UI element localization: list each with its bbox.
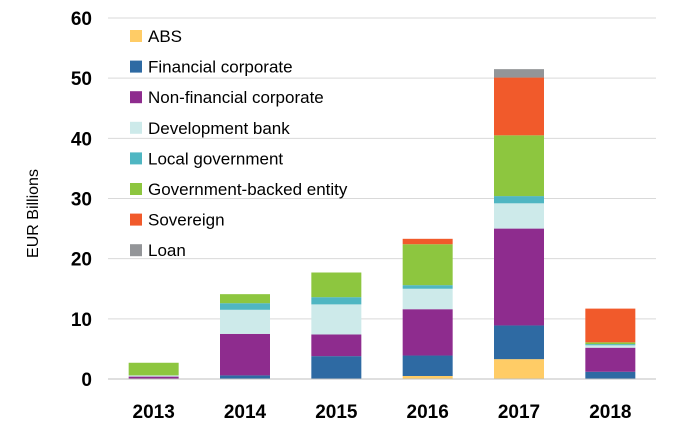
legend-label: ABS [148, 27, 182, 46]
x-tick-label: 2018 [589, 402, 631, 423]
bar-segment [220, 333, 270, 376]
bar-segment [311, 304, 362, 335]
bar-segment [311, 272, 362, 298]
legend-label: Government-backed entity [148, 180, 348, 199]
bar-segment [402, 238, 453, 245]
bar-segment [128, 376, 179, 379]
x-axis-ticks: 2013 2014 2015 2016 2017 2018 [133, 402, 632, 423]
legend-swatch [130, 213, 142, 226]
y-tick-label: 50 [71, 69, 92, 90]
bar-segment [402, 355, 453, 376]
y-tick-label: 0 [81, 370, 92, 391]
legend-swatch [130, 60, 142, 73]
bar-segment [128, 362, 179, 376]
legend-label: Development bank [148, 119, 290, 138]
gridlines [108, 17, 656, 320]
y-tick-label: 40 [71, 129, 92, 150]
bar-segment [402, 244, 453, 286]
bar-segment [585, 342, 636, 345]
bar-segment [585, 371, 636, 379]
bar-segment [494, 196, 544, 204]
bar-segment [402, 288, 453, 310]
x-tick-label: 2014 [224, 402, 267, 423]
legend-swatch [130, 183, 142, 195]
bar-segment [220, 375, 270, 379]
bar-segment [402, 309, 453, 356]
bar-segment [494, 135, 544, 197]
x-tick-label: 2016 [407, 402, 449, 423]
legend: ABS Financial corporate Non-financial corp… [130, 27, 348, 260]
bar-segment [128, 375, 179, 377]
legend-swatch [130, 91, 142, 104]
legend-label: Non-financial corporate [148, 88, 324, 107]
bar-segment [585, 347, 636, 372]
bars [128, 69, 636, 379]
bar-segment [311, 356, 362, 379]
y-axis-label: EUR Billions [25, 169, 42, 258]
bar-segment [494, 325, 544, 360]
legend-swatch [130, 121, 142, 134]
bar-segment [494, 77, 544, 136]
y-axis-ticks: 0 10 20 30 40 50 60 [71, 9, 92, 391]
legend-swatch [130, 244, 142, 257]
legend-label: Local government [148, 149, 283, 168]
legend-label: Financial corporate [148, 58, 293, 77]
bar-segment [494, 228, 544, 326]
bar-segment [311, 297, 362, 305]
bar-segment [585, 308, 636, 343]
y-tick-label: 20 [71, 250, 92, 271]
y-tick-label: 10 [71, 310, 92, 331]
bar-segment [494, 69, 544, 78]
bar-segment [494, 203, 544, 229]
legend-swatch [130, 30, 142, 42]
bar-segment [220, 294, 270, 304]
bar-segment [311, 334, 362, 357]
x-tick-label: 2015 [315, 402, 358, 423]
legend-label: Loan [148, 241, 186, 260]
legend-swatch [130, 152, 142, 165]
bar-segment [220, 309, 270, 334]
y-tick-label: 60 [71, 9, 92, 30]
bar-segment [585, 344, 636, 346]
bar-segment [494, 359, 544, 379]
legend-label: Sovereign [148, 211, 225, 230]
bar-segment [402, 375, 453, 379]
x-tick-label: 2013 [133, 402, 175, 423]
bar-segment [585, 345, 636, 348]
bar-segment [402, 285, 453, 289]
y-tick-label: 30 [71, 190, 92, 211]
x-tick-label: 2017 [498, 402, 540, 423]
bar-segment [220, 303, 270, 310]
